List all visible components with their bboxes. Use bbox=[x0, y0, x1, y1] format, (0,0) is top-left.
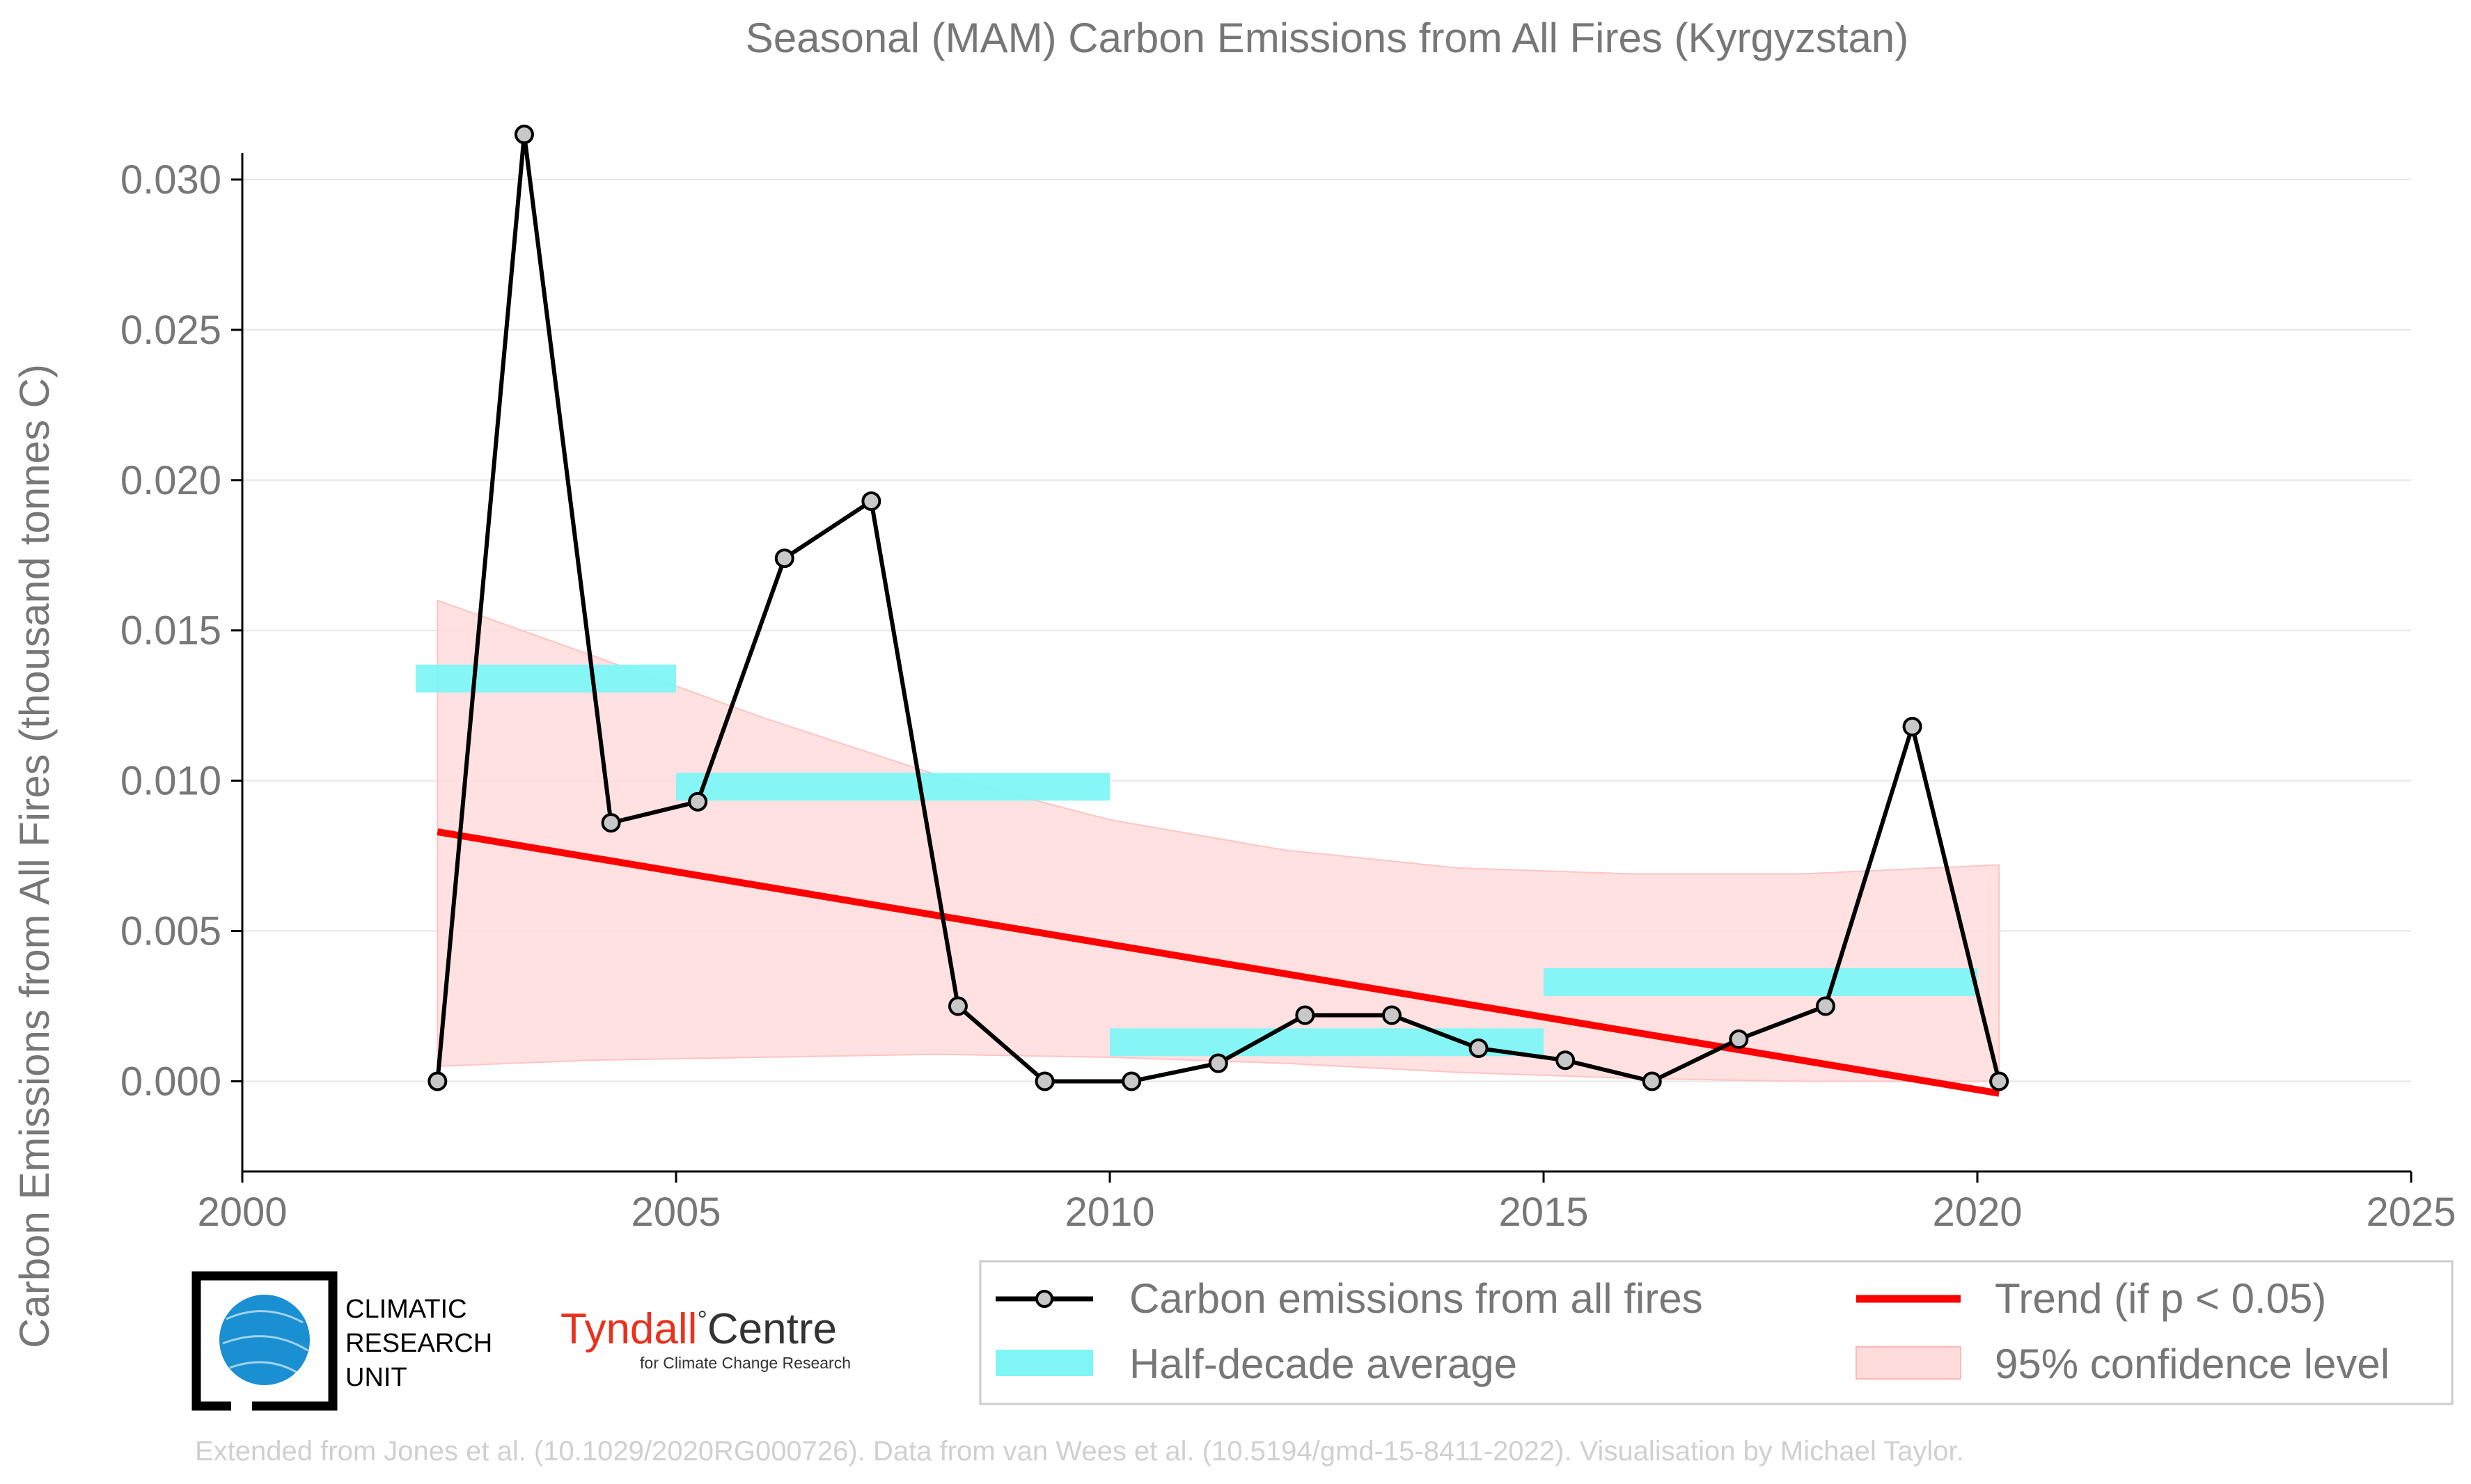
chart-title: Seasonal (MAM) Carbon Emissions from All… bbox=[746, 15, 1908, 61]
data-point bbox=[427, 1071, 448, 1091]
trend-line-group bbox=[437, 828, 2000, 1097]
globe-contour-icon bbox=[222, 1310, 308, 1376]
legend-box bbox=[979, 1260, 2454, 1405]
legend-item-trend: Trend (if p < 0.05) bbox=[1856, 1275, 2326, 1322]
legend-item-emissions: Carbon emissions from all fires bbox=[996, 1275, 1703, 1322]
half-decade-bar bbox=[1544, 968, 1977, 996]
half-decade-bar bbox=[416, 664, 676, 693]
data-point bbox=[1208, 1053, 1228, 1073]
data-point bbox=[774, 548, 794, 569]
y-tick-label: 0.020 bbox=[120, 458, 221, 503]
data-point bbox=[1122, 1071, 1142, 1091]
data-point bbox=[948, 996, 968, 1016]
cru-bracket-right bbox=[252, 1271, 338, 1411]
x-ticks: 2000 2005 2010 2015 2020 2025 bbox=[197, 1171, 2456, 1235]
data-point bbox=[1989, 1071, 2009, 1091]
x-tick-label: 2005 bbox=[631, 1190, 721, 1235]
data-point bbox=[1815, 996, 1835, 1016]
tyndall-logo: Tyndall°Centre for Climate Change Resear… bbox=[560, 1305, 851, 1372]
emissions-series bbox=[427, 125, 2009, 1091]
data-point bbox=[1035, 1071, 1055, 1091]
half-decade-bar bbox=[676, 773, 1110, 801]
y-tick-label: 0.030 bbox=[120, 157, 221, 203]
cru-text-line1: CLIMATIC bbox=[345, 1295, 467, 1324]
trend-line bbox=[437, 828, 2000, 1097]
x-tick-label: 2015 bbox=[1498, 1190, 1588, 1235]
y-tick-label: 0.005 bbox=[120, 909, 221, 954]
data-point bbox=[1902, 716, 1922, 736]
y-tick-label: 0.000 bbox=[120, 1059, 221, 1104]
legend-swatch-confidence bbox=[1856, 1346, 1961, 1380]
data-point bbox=[514, 125, 534, 145]
legend-item-half-decade: Half-decade average bbox=[996, 1341, 1517, 1387]
y-ticks: 0.000 0.005 0.010 0.015 0.020 0.025 0.030 bbox=[120, 157, 242, 1104]
legend-marker-emissions bbox=[1035, 1290, 1053, 1308]
legend: Carbon emissions from all fires Half-dec… bbox=[979, 1260, 2454, 1405]
legend-label-confidence: 95% confidence level bbox=[1995, 1341, 2390, 1387]
cru-bracket-left bbox=[191, 1271, 287, 1411]
data-point bbox=[601, 813, 621, 833]
y-axis-label: Carbon Emissions from All Fires (thousan… bbox=[11, 364, 58, 1348]
cru-text-line2: RESEARCH bbox=[345, 1329, 492, 1358]
data-point bbox=[1468, 1038, 1489, 1058]
tyndall-subtitle: for Climate Change Research bbox=[640, 1354, 851, 1372]
globe-icon bbox=[219, 1295, 310, 1385]
x-tick-label: 2025 bbox=[2366, 1190, 2456, 1235]
x-tick-label: 2020 bbox=[1932, 1190, 2022, 1235]
legend-label-emissions: Carbon emissions from all fires bbox=[1129, 1275, 1703, 1322]
y-tick-label: 0.010 bbox=[120, 759, 221, 804]
cru-logo: CLIMATIC RESEARCH UNIT bbox=[191, 1271, 492, 1411]
data-point bbox=[1642, 1071, 1662, 1091]
axes bbox=[241, 153, 2411, 1173]
data-point bbox=[1295, 1005, 1315, 1025]
tyndall-wordmark: Tyndall°Centre bbox=[560, 1305, 837, 1353]
data-point bbox=[861, 491, 881, 512]
credit-line: Extended from Jones et al. (10.1029/2020… bbox=[195, 1436, 1964, 1467]
x-tick-label: 2010 bbox=[1065, 1190, 1154, 1235]
data-point bbox=[1729, 1029, 1749, 1049]
legend-swatch-half-decade bbox=[996, 1350, 1093, 1376]
y-tick-label: 0.025 bbox=[120, 308, 221, 353]
legend-item-confidence: 95% confidence level bbox=[1856, 1341, 2390, 1387]
data-point bbox=[1381, 1005, 1402, 1025]
y-tick-label: 0.015 bbox=[120, 608, 221, 654]
cru-text-line3: UNIT bbox=[345, 1363, 407, 1392]
data-point bbox=[688, 791, 708, 812]
x-tick-label: 2000 bbox=[197, 1190, 287, 1235]
legend-label-trend: Trend (if p < 0.05) bbox=[1995, 1275, 2326, 1322]
legend-label-half-decade: Half-decade average bbox=[1129, 1341, 1517, 1387]
data-point bbox=[1555, 1050, 1576, 1071]
